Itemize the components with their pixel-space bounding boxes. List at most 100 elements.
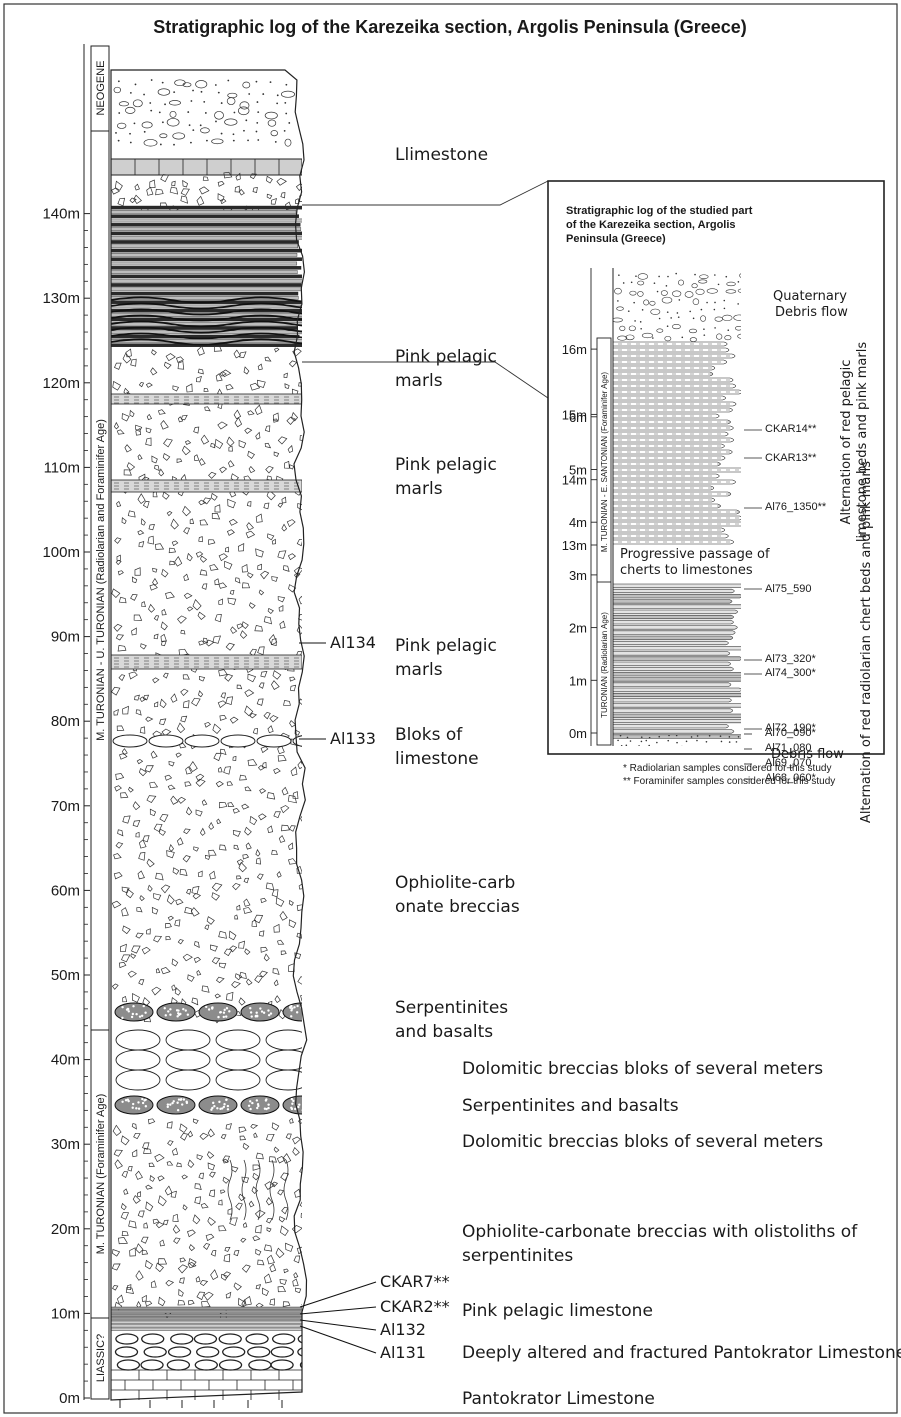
breccia-fragment [143, 1147, 152, 1154]
inset-age-label-turonian: TURONIAN (Radiolarian Age) [600, 612, 609, 718]
inset-limestone-bed [613, 419, 731, 425]
dolomite-speck [140, 1014, 144, 1017]
breccia-fragment [146, 413, 153, 421]
thin-bed [111, 266, 302, 270]
breccia-fragment [221, 369, 232, 378]
olistolith-line [269, 1159, 275, 1221]
wavy-bed [111, 302, 302, 310]
breccia-fragment [209, 870, 216, 880]
breccia-fragment [223, 171, 233, 179]
breccia-fragment [188, 1258, 197, 1267]
breccia-fragment [208, 539, 216, 545]
depth-tick-label: 30m [51, 1136, 80, 1153]
breccia-fragment [130, 594, 138, 601]
breccia-fragment [162, 452, 171, 461]
inset-lithology-label-progressive-passage: cherts to limestones [620, 563, 753, 578]
breccia-fragment [149, 1174, 155, 1182]
dolomite-speck [217, 1015, 220, 1019]
fractured-clast [248, 1359, 272, 1371]
inset-chert-bed [613, 609, 738, 614]
breccia-fragment [177, 796, 187, 804]
dolomite-speck [296, 1004, 299, 1008]
wavy-bed [111, 314, 302, 322]
breccia-fragment [117, 644, 127, 652]
breccia-fragment [114, 1159, 123, 1170]
inset-grain [668, 734, 670, 737]
breccia-fragment [128, 671, 138, 680]
depth-ticks [84, 213, 90, 1399]
breccia-fragment [219, 801, 228, 809]
breccia-fragment [125, 888, 134, 899]
inset-pebble [641, 332, 654, 339]
dolomite-speck [297, 1105, 300, 1109]
breccia-fragment [217, 181, 225, 187]
dolomitic-block [114, 1002, 154, 1022]
breccia-fragment [204, 924, 210, 931]
inset-grain [717, 283, 720, 286]
breccia-fragment [192, 1214, 201, 1225]
breccia-fragment [162, 1219, 169, 1226]
fractured-clast [170, 1333, 194, 1345]
grain [220, 102, 223, 104]
sample-leader [299, 1306, 377, 1315]
breccia-fragment [153, 701, 159, 708]
inset-chert-bed [613, 625, 738, 630]
dolomite-speck [127, 1099, 130, 1103]
breccia-fragment [249, 713, 257, 719]
grain [150, 109, 153, 112]
inset-pebble [726, 281, 736, 287]
inset-limestone-bed [613, 491, 732, 497]
depth-tick-label: 10m [51, 1305, 80, 1322]
age-label-m-turonian-u-turonian: M. TURONIAN - U. TURONIAN (Radiolarian a… [95, 419, 107, 741]
limestone-bed [111, 1310, 302, 1314]
age-label-neogene: NEOGENE [95, 60, 107, 115]
breccia-fragment [154, 464, 160, 472]
dolomite-speck [311, 1098, 313, 1100]
breccia-fragment [280, 950, 287, 956]
breccia-fragment [131, 992, 140, 1003]
marl-band [111, 654, 302, 670]
inset-chert-bed [613, 588, 735, 594]
breccia-fragment [134, 183, 140, 191]
inset-sample-label: CKAR13** [765, 452, 817, 464]
thin-bed [111, 278, 302, 283]
inset-depth-tick-label: 14m [562, 473, 587, 488]
inset-pebble [637, 273, 648, 280]
dolomite-speck [137, 1107, 141, 1110]
breccia-fragment [276, 177, 287, 186]
breccia-fragment [265, 1197, 273, 1206]
breccia-fragment [131, 1149, 138, 1158]
inset-grain [706, 301, 708, 304]
breccia-fragment [191, 697, 201, 707]
dolomitic-block [156, 1095, 196, 1115]
breccia-fragment [142, 835, 150, 843]
grain [161, 81, 164, 84]
fractured-clast [167, 1346, 192, 1358]
inset-vertical-label-alternation-pelagic: limestone beds and pink marls [855, 342, 870, 542]
breccia-fragment [180, 195, 189, 204]
sample-label: Al133 [330, 729, 376, 748]
inset-chert-bed [613, 666, 734, 672]
thin-bed [111, 321, 302, 326]
breccia-fragment [123, 469, 132, 476]
breccia-fragment [294, 1287, 302, 1294]
breccia-fragment [218, 1199, 223, 1206]
breccia-fragment [165, 923, 172, 929]
grain [256, 121, 259, 124]
breccia-fragment [177, 1264, 189, 1274]
breccia-fragment [269, 1298, 275, 1306]
inset-chert-bed [613, 646, 741, 651]
pebble [125, 106, 136, 114]
breccia-fragment [218, 1225, 227, 1232]
grain [158, 111, 161, 114]
inset-depth-tick-label: 5m [569, 463, 587, 478]
inset-pebble [625, 334, 635, 341]
inset-sample-label: Al72_190* [765, 722, 816, 734]
breccia-fragment [218, 553, 228, 562]
breccia-fragment [212, 723, 222, 734]
grain [164, 103, 166, 106]
breccia-fragment [255, 1248, 262, 1256]
breccia-fragment [263, 502, 270, 510]
breccia-fragment [227, 802, 235, 807]
